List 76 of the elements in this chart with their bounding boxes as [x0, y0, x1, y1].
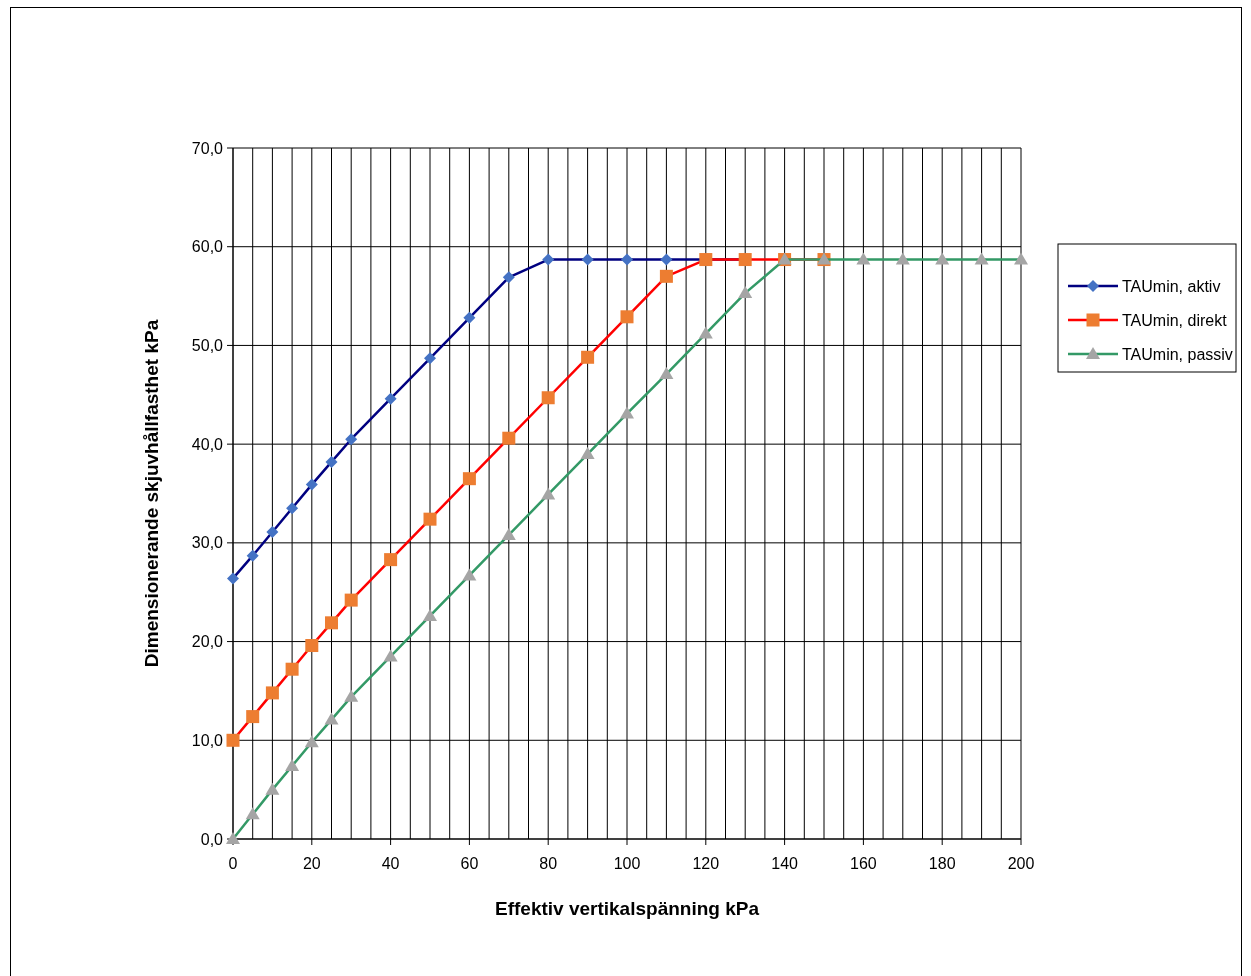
point	[974, 252, 989, 265]
x-tick-label: 160	[850, 855, 877, 872]
point	[620, 406, 634, 419]
point	[344, 593, 358, 607]
point	[541, 391, 555, 405]
x-tick-label: 0	[228, 855, 238, 872]
point	[226, 733, 240, 747]
point	[462, 472, 476, 486]
point	[660, 253, 673, 266]
legend-label: TAUmin, passiv	[1122, 345, 1233, 363]
point	[325, 455, 338, 468]
point	[345, 433, 358, 446]
point	[384, 392, 397, 405]
x-axis-title: Effektiv vertikalspänning kPa	[495, 898, 760, 919]
point	[285, 758, 300, 771]
legend-label: TAUmin, direkt	[1122, 311, 1228, 329]
point	[305, 478, 318, 491]
point	[659, 367, 674, 380]
point	[423, 608, 437, 621]
point	[227, 572, 239, 585]
x-tick-label: 200	[1007, 855, 1035, 872]
y-tick-label: 60,0	[191, 238, 224, 256]
legend-label: TAUmin, aktiv	[1122, 277, 1221, 295]
x-tick-label: 100	[613, 855, 641, 872]
y-tick-label: 40,0	[191, 435, 224, 453]
x-tick-label: 180	[928, 855, 956, 872]
x-tick-label: 80	[539, 855, 558, 872]
point	[286, 502, 299, 515]
y-axis-title: Dimensionerande skjuvhållfasthet kPa	[141, 319, 162, 668]
point	[246, 710, 260, 724]
point	[305, 639, 319, 653]
x-tick-label: 140	[771, 855, 799, 872]
y-tick-label: 50,0	[191, 337, 224, 355]
point	[738, 286, 753, 299]
point	[502, 431, 516, 445]
point	[226, 832, 240, 844]
point	[698, 326, 713, 339]
point	[501, 527, 516, 540]
point	[383, 649, 398, 662]
point	[265, 686, 279, 700]
point	[424, 352, 436, 365]
point	[541, 487, 556, 500]
point	[285, 662, 299, 676]
x-tick-label: 60	[460, 855, 479, 872]
point	[384, 553, 398, 567]
point	[265, 782, 280, 795]
point	[621, 253, 633, 266]
point	[325, 616, 338, 630]
point	[245, 807, 260, 820]
point	[935, 252, 950, 265]
point	[324, 712, 339, 725]
y-tick-label: 10,0	[191, 731, 224, 749]
point	[659, 269, 673, 283]
point	[304, 735, 319, 748]
point	[502, 271, 515, 284]
point	[423, 512, 437, 526]
x-tick-label: 20	[302, 855, 321, 872]
point	[581, 350, 595, 364]
y-tick-label: 20,0	[191, 633, 224, 651]
point	[895, 252, 910, 265]
point	[620, 310, 634, 324]
x-tick-label: 120	[692, 855, 720, 872]
point	[581, 253, 594, 266]
point	[856, 252, 871, 265]
point	[266, 526, 279, 538]
y-tick-label: 30,0	[191, 534, 224, 552]
point	[246, 549, 259, 562]
point	[542, 253, 555, 266]
point	[1014, 252, 1028, 265]
point	[462, 568, 477, 581]
y-tick-label: 0,0	[200, 830, 224, 848]
y-tick-label: 70,0	[191, 139, 224, 157]
point	[344, 689, 359, 702]
x-tick-label: 40	[381, 855, 400, 872]
point	[580, 447, 595, 460]
point	[463, 311, 476, 324]
